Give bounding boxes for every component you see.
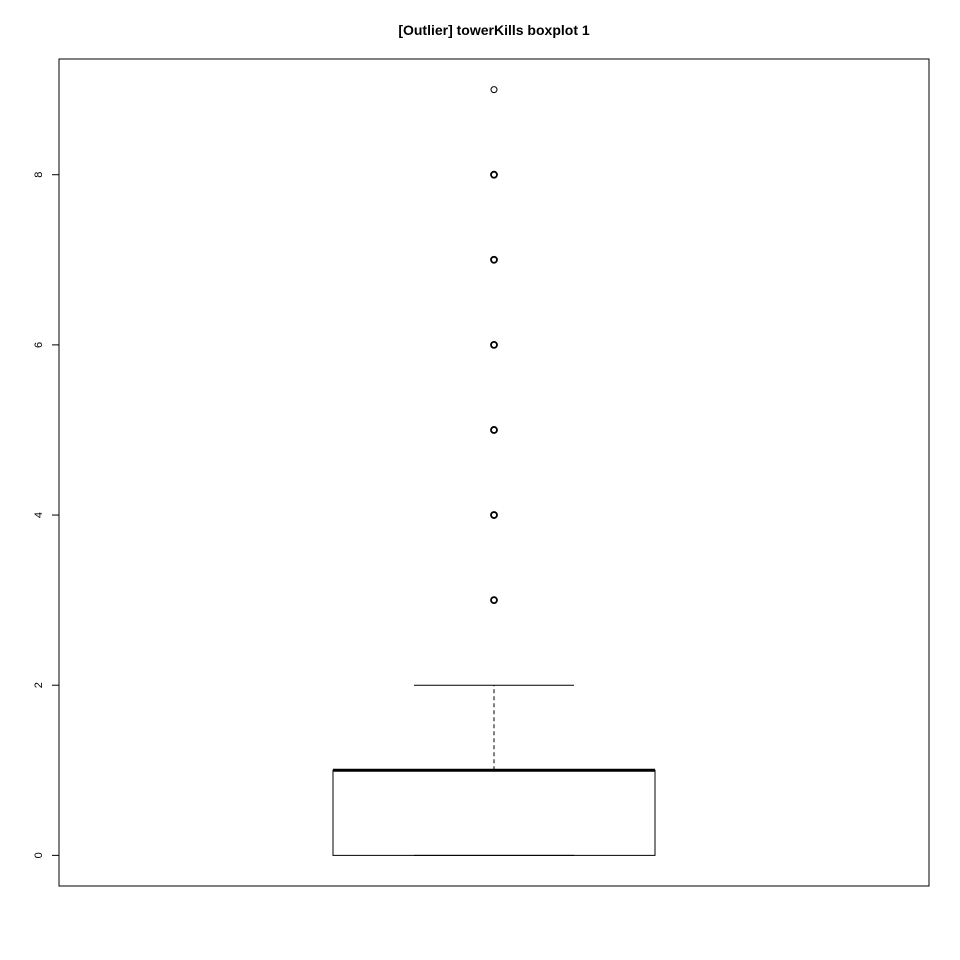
box-group (332, 684, 656, 856)
y-tick-label: 8 (33, 172, 45, 178)
outlier-point (490, 511, 498, 519)
box-iqr (332, 769, 656, 856)
outlier-group (490, 86, 498, 605)
outlier-point (490, 340, 498, 349)
y-tick-label: 4 (33, 512, 45, 518)
outlier-point (490, 255, 498, 264)
outlier-point (490, 596, 498, 605)
outlier-point (490, 86, 498, 94)
y-tick-label: 0 (33, 852, 45, 858)
y-tick-label: 2 (33, 682, 45, 688)
outlier-point (490, 426, 498, 434)
y-tick-label: 6 (33, 342, 45, 348)
outlier-point (490, 170, 498, 179)
y-axis: 0 2 4 6 8 (33, 172, 60, 858)
chart-title: [Outlier] towerKills boxplot 1 (398, 22, 590, 38)
